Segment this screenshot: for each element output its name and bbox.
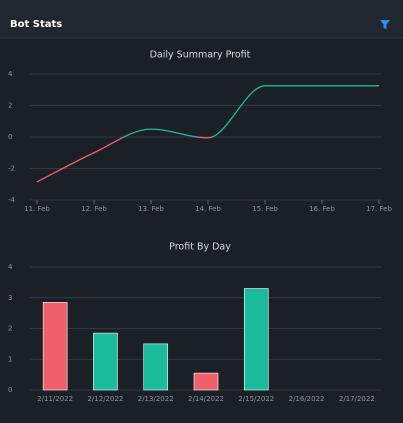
y-tick-label: -2 <box>8 165 15 173</box>
x-tick-label: 2/17/2022 <box>339 395 375 403</box>
bar <box>42 302 68 391</box>
y-tick-label: 2 <box>8 102 12 110</box>
x-tick-label: 17. Feb <box>366 205 392 213</box>
x-tick-label: 11. Feb <box>24 205 50 213</box>
header-title: Bot Stats <box>10 19 62 30</box>
x-tick-label: 2/12/2022 <box>87 395 123 403</box>
line-negative <box>36 137 214 183</box>
x-tick-label: 2/13/2022 <box>138 395 174 403</box>
x-tick-label: 2/16/2022 <box>289 395 325 403</box>
chart-title: Daily Summary Profit <box>150 50 251 61</box>
filter-icon[interactable] <box>380 20 390 29</box>
x-tick-label: 2/11/2022 <box>37 395 73 403</box>
y-tick-label: 1 <box>8 355 12 363</box>
header-bar <box>0 0 403 38</box>
x-tick-label: 12. Feb <box>81 205 107 213</box>
x-tick-label: 2/14/2022 <box>188 395 224 403</box>
x-tick-label: 16. Feb <box>309 205 335 213</box>
y-tick-label: 0 <box>8 133 12 141</box>
y-tick-label: 0 <box>8 386 12 394</box>
y-tick-label: 4 <box>8 263 13 271</box>
x-tick-label: 13. Feb <box>138 205 164 213</box>
bar <box>243 288 269 391</box>
y-tick-label: 3 <box>8 294 12 302</box>
x-tick-label: 14. Feb <box>195 205 221 213</box>
chart-title: Profit By Day <box>169 242 231 253</box>
y-tick-label: 2 <box>8 325 12 333</box>
y-tick-label: 4 <box>8 70 13 78</box>
y-tick-label: -4 <box>8 196 16 204</box>
line-positive <box>122 85 379 137</box>
bar <box>143 343 169 391</box>
x-tick-label: 2/15/2022 <box>238 395 274 403</box>
bar <box>193 372 219 391</box>
x-tick-label: 15. Feb <box>252 205 278 213</box>
bar <box>93 332 118 391</box>
